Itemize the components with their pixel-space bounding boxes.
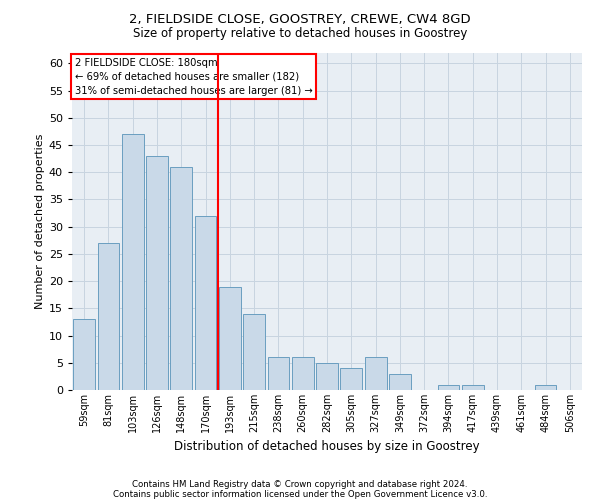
Bar	[316, 363, 338, 390]
Bar	[243, 314, 265, 390]
Text: 2, FIELDSIDE CLOSE, GOOSTREY, CREWE, CW4 8GD: 2, FIELDSIDE CLOSE, GOOSTREY, CREWE, CW4…	[129, 12, 471, 26]
Bar	[535, 384, 556, 390]
Bar	[365, 358, 386, 390]
Bar	[389, 374, 411, 390]
Text: Contains public sector information licensed under the Open Government Licence v3: Contains public sector information licen…	[113, 490, 487, 499]
Bar	[437, 384, 460, 390]
Bar	[97, 243, 119, 390]
Bar	[292, 358, 314, 390]
Text: 2 FIELDSIDE CLOSE: 180sqm
← 69% of detached houses are smaller (182)
31% of semi: 2 FIELDSIDE CLOSE: 180sqm ← 69% of detac…	[74, 58, 313, 96]
Bar	[219, 286, 241, 390]
Bar	[462, 384, 484, 390]
Bar	[194, 216, 217, 390]
X-axis label: Distribution of detached houses by size in Goostrey: Distribution of detached houses by size …	[174, 440, 480, 454]
Bar	[170, 167, 192, 390]
Y-axis label: Number of detached properties: Number of detached properties	[35, 134, 44, 309]
Bar	[340, 368, 362, 390]
Text: Size of property relative to detached houses in Goostrey: Size of property relative to detached ho…	[133, 28, 467, 40]
Bar	[122, 134, 143, 390]
Bar	[146, 156, 168, 390]
Bar	[268, 358, 289, 390]
Text: Contains HM Land Registry data © Crown copyright and database right 2024.: Contains HM Land Registry data © Crown c…	[132, 480, 468, 489]
Bar	[73, 319, 95, 390]
